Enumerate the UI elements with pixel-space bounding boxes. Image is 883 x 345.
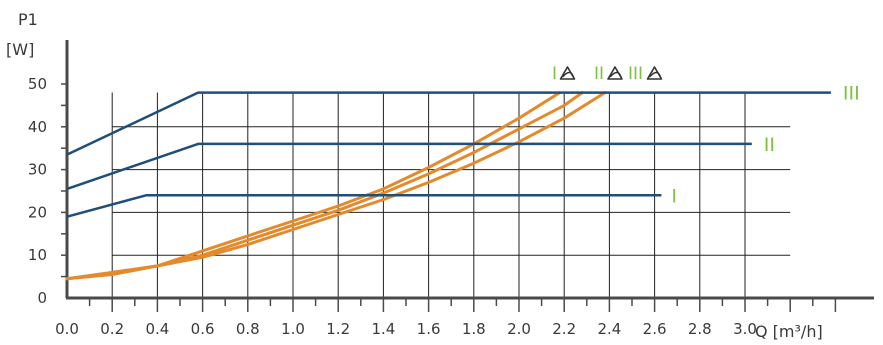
legend-label: II bbox=[594, 64, 604, 84]
speed-curve-label: I bbox=[671, 185, 677, 207]
y-axis-title-line1: P1 bbox=[18, 10, 38, 29]
speed-curve-ii bbox=[66, 142, 752, 191]
legend-label: III bbox=[628, 64, 643, 84]
x-tick-label: 1.8 bbox=[462, 320, 486, 338]
y-tick-label: 0 bbox=[37, 289, 47, 307]
x-tick-label: 3.0 bbox=[733, 320, 757, 338]
x-tick-label: 0.4 bbox=[145, 320, 169, 338]
x-tick-label: 2.2 bbox=[552, 320, 576, 338]
x-tick-label: 0.2 bbox=[100, 320, 124, 338]
x-tick-label: 1.4 bbox=[371, 320, 395, 338]
x-tick-label: 1.0 bbox=[281, 320, 305, 338]
x-tick-label: 2.0 bbox=[507, 320, 531, 338]
y-tick-label: 50 bbox=[28, 75, 47, 93]
x-axis-title: Q [m³/h] bbox=[755, 322, 823, 341]
x-tick-label: 0.6 bbox=[191, 320, 215, 338]
x-tick-label: 2.4 bbox=[597, 320, 621, 338]
autoadapt-curves bbox=[65, 91, 607, 281]
x-tick-label: 0.8 bbox=[236, 320, 260, 338]
autoadapt-curve bbox=[65, 91, 584, 281]
y-tick-label: 20 bbox=[28, 203, 47, 221]
autoadapt-icon bbox=[646, 66, 663, 80]
y-tick-label: 30 bbox=[28, 161, 47, 179]
autoadapt-curve bbox=[65, 91, 607, 281]
speed-curve-i bbox=[66, 194, 662, 218]
autoadapt-icon bbox=[559, 66, 576, 80]
autoadapt-legend: I II III bbox=[552, 64, 663, 84]
x-tick-label: 2.8 bbox=[688, 320, 712, 338]
speed-curve-iii bbox=[66, 91, 831, 156]
y-tick-label: 40 bbox=[28, 118, 47, 136]
x-tick-labels: 0.0 0.2 0.4 0.6 0.8 1.0 1.2 1.4 1.6 1.8 2.0 2.2 2.4 2… bbox=[55, 298, 837, 338]
speed-curve-label: III bbox=[843, 83, 860, 105]
speed-curves bbox=[66, 91, 831, 218]
y-tick-label: 10 bbox=[28, 246, 47, 264]
speed-curve-label: II bbox=[764, 134, 775, 156]
autoadapt-icon bbox=[607, 66, 623, 80]
x-tick-label: 0.0 bbox=[55, 320, 79, 338]
x-tick-label: 2.6 bbox=[643, 320, 667, 338]
y-tick-labels: 0 10 20 30 40 50 bbox=[28, 75, 67, 307]
y-axis-title-line2: [W] bbox=[6, 40, 34, 59]
legend-label: I bbox=[552, 64, 557, 84]
x-tick-label: 1.2 bbox=[326, 320, 350, 338]
x-tick-label: 1.6 bbox=[417, 320, 441, 338]
